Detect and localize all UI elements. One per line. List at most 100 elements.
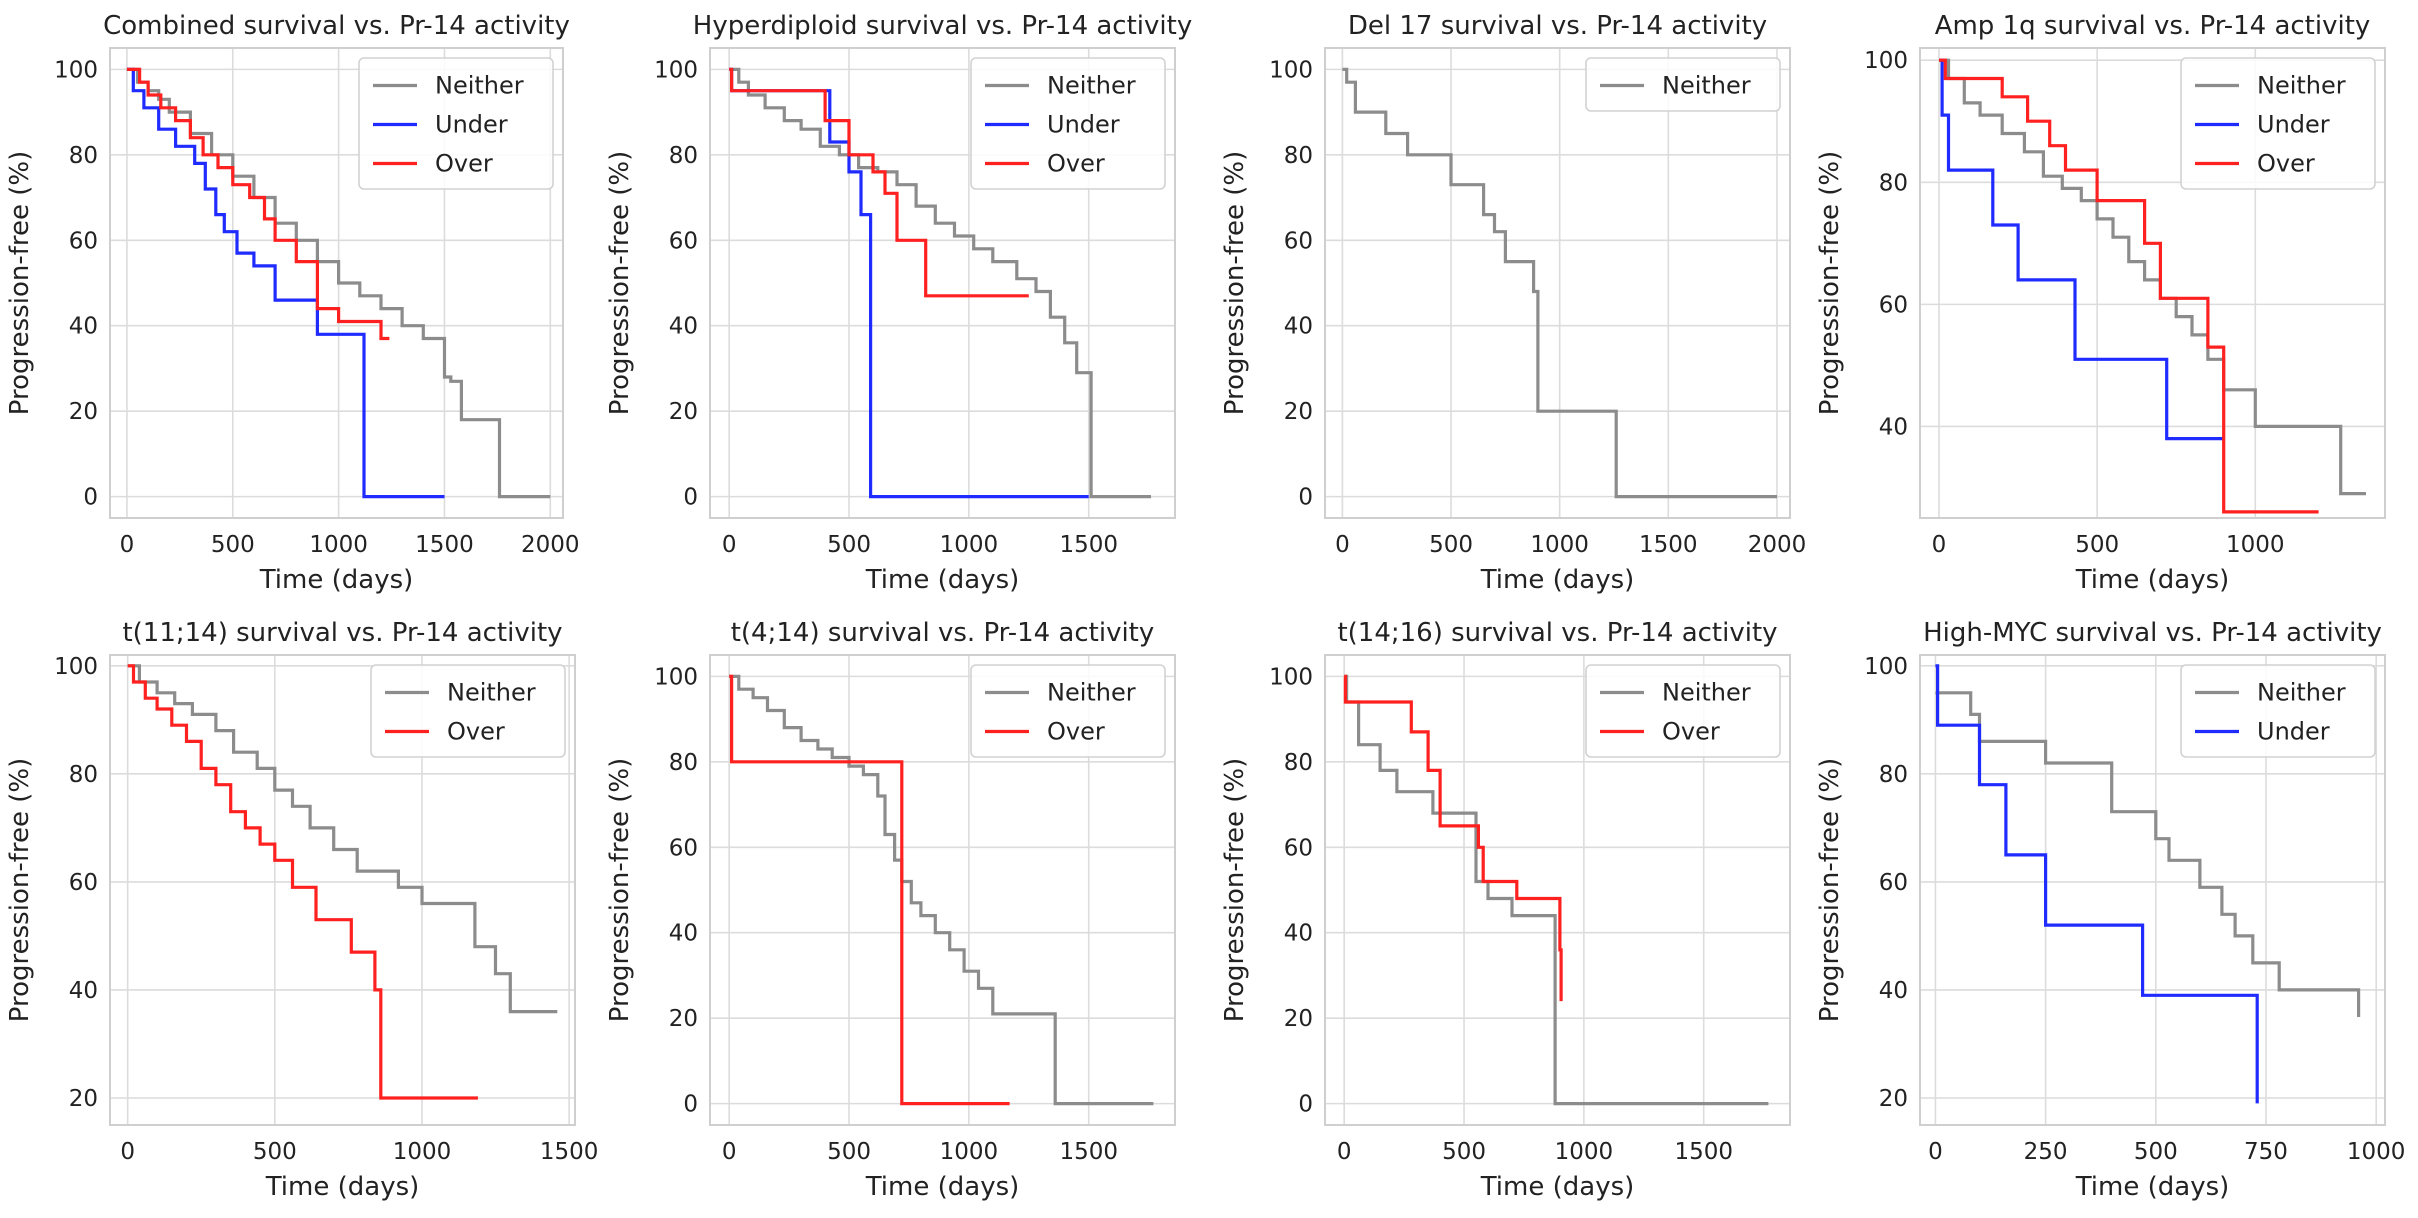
series-line-neither <box>1344 674 1769 1106</box>
y-axis-label: Progression-free (%) <box>1220 758 1250 1022</box>
y-tick-label: 40 <box>669 921 698 947</box>
legend: Neither Under Over <box>970 57 1166 190</box>
y-axis-label: Progression-free (%) <box>1815 151 1845 415</box>
x-tick-label: 1000 <box>2347 1139 2406 1165</box>
legend-label-over: Over <box>447 718 505 746</box>
y-tick-label: 60 <box>669 835 698 861</box>
series-line-under <box>126 67 445 499</box>
x-tick-label: 500 <box>253 1139 297 1165</box>
y-tick-label: 0 <box>683 485 698 511</box>
series-line-over <box>1939 58 2319 514</box>
x-tick-label: 750 <box>2244 1139 2288 1165</box>
chart-panel-2: 0 500 1000 1500 0 20 40 60 80 100 Hyperdiploid sur… <box>605 11 1192 595</box>
plot-frame <box>709 47 1176 519</box>
x-tick-label: 2000 <box>1748 532 1807 558</box>
y-tick-label: 60 <box>1879 870 1908 896</box>
x-tick-label: 1500 <box>1059 1139 1118 1165</box>
series-line-over <box>729 674 1010 1106</box>
series-line-over <box>127 664 478 1100</box>
plot-frame <box>109 654 576 1126</box>
series-line-neither <box>1342 67 1777 499</box>
x-axis-label: Time (days) <box>1480 565 1635 595</box>
chart-title: t(4;14) survival vs. Pr-14 activity <box>731 618 1155 648</box>
legend-box <box>370 664 566 758</box>
y-tick-label: 60 <box>1284 835 1313 861</box>
x-tick-label: 2000 <box>521 532 580 558</box>
legend-label-neither: Neither <box>435 72 524 100</box>
series-line-under <box>1939 58 2224 441</box>
legend-label-under: Under <box>2257 718 2330 746</box>
y-axis-label: Progression-free (%) <box>605 151 635 415</box>
chart-title: t(11;14) survival vs. Pr-14 activity <box>122 618 562 648</box>
legend-box <box>358 57 554 190</box>
legend-box <box>1585 57 1781 112</box>
legend-box <box>2180 664 2376 758</box>
legend: Neither <box>1585 57 1781 112</box>
x-tick-label: 1500 <box>1059 532 1118 558</box>
x-tick-label: 0 <box>1932 532 1947 558</box>
y-tick-label: 20 <box>1284 1006 1313 1032</box>
y-tick-label: 100 <box>654 664 698 690</box>
series-line-neither <box>127 664 558 1014</box>
plot-frame <box>1919 47 2386 519</box>
legend-label-neither: Neither <box>1662 679 1751 707</box>
y-tick-label: 100 <box>54 57 98 83</box>
legend: Neither Over <box>1585 664 1781 758</box>
plot-frame <box>1919 654 2386 1126</box>
x-tick-label: 1000 <box>940 532 999 558</box>
legend-label-neither: Neither <box>447 679 536 707</box>
y-tick-label: 80 <box>1879 762 1908 788</box>
y-tick-label: 20 <box>669 399 698 425</box>
y-tick-label: 20 <box>1284 399 1313 425</box>
legend-label-over: Over <box>1662 718 1720 746</box>
x-tick-label: 1500 <box>415 532 474 558</box>
x-tick-label: 1000 <box>309 532 368 558</box>
chart-panel-8: 0 250 500 750 1000 20 40 60 80 100 High-MYC surviv… <box>1815 618 2405 1202</box>
legend-label-under: Under <box>435 111 508 139</box>
y-tick-label: 100 <box>654 57 698 83</box>
x-tick-label: 1000 <box>393 1139 452 1165</box>
y-tick-label: 40 <box>669 314 698 340</box>
x-tick-label: 0 <box>722 532 737 558</box>
y-tick-label: 80 <box>69 762 98 788</box>
x-axis-label: Time (days) <box>265 1172 420 1202</box>
series-line-neither <box>126 67 551 499</box>
x-tick-label: 1000 <box>1555 1139 1614 1165</box>
x-tick-label: 500 <box>2134 1139 2178 1165</box>
y-axis-label: Progression-free (%) <box>1815 758 1845 1022</box>
y-tick-label: 80 <box>1284 750 1313 776</box>
y-tick-label: 80 <box>1284 143 1313 169</box>
legend-label-under: Under <box>1047 111 1120 139</box>
series-line-neither <box>729 674 1154 1106</box>
y-tick-label: 20 <box>669 1006 698 1032</box>
plot-frame <box>109 47 564 519</box>
y-tick-label: 20 <box>1879 1086 1908 1112</box>
y-tick-label: 100 <box>1269 664 1313 690</box>
y-tick-label: 40 <box>69 978 98 1004</box>
x-tick-label: 500 <box>827 1139 871 1165</box>
chart-panel-4: 0 500 1000 40 60 80 100 Amp 1q survival vs. Pr-… <box>1815 11 2386 595</box>
legend: Neither Under Over <box>358 57 554 190</box>
legend-label-over: Over <box>1047 718 1105 746</box>
x-tick-label: 1500 <box>1639 532 1698 558</box>
y-tick-label: 100 <box>1864 654 1908 680</box>
series-line-over <box>729 67 1029 298</box>
x-axis-label: Time (days) <box>865 1172 1020 1202</box>
plot-frame <box>709 654 1176 1126</box>
y-tick-label: 40 <box>1879 414 1908 440</box>
x-tick-label: 1000 <box>940 1139 999 1165</box>
x-tick-label: 1000 <box>2226 532 2285 558</box>
y-tick-label: 40 <box>69 314 98 340</box>
series-line-over <box>126 67 390 341</box>
plot-frame <box>1324 47 1791 519</box>
legend: Neither Over <box>370 664 566 758</box>
x-tick-label: 500 <box>211 532 255 558</box>
chart-title: Del 17 survival vs. Pr-14 activity <box>1348 11 1767 41</box>
legend-label-neither: Neither <box>2257 679 2346 707</box>
series-line-neither <box>729 67 1151 499</box>
x-tick-label: 0 <box>1928 1139 1943 1165</box>
legend-label-neither: Neither <box>2257 72 2346 100</box>
y-tick-label: 100 <box>54 654 98 680</box>
